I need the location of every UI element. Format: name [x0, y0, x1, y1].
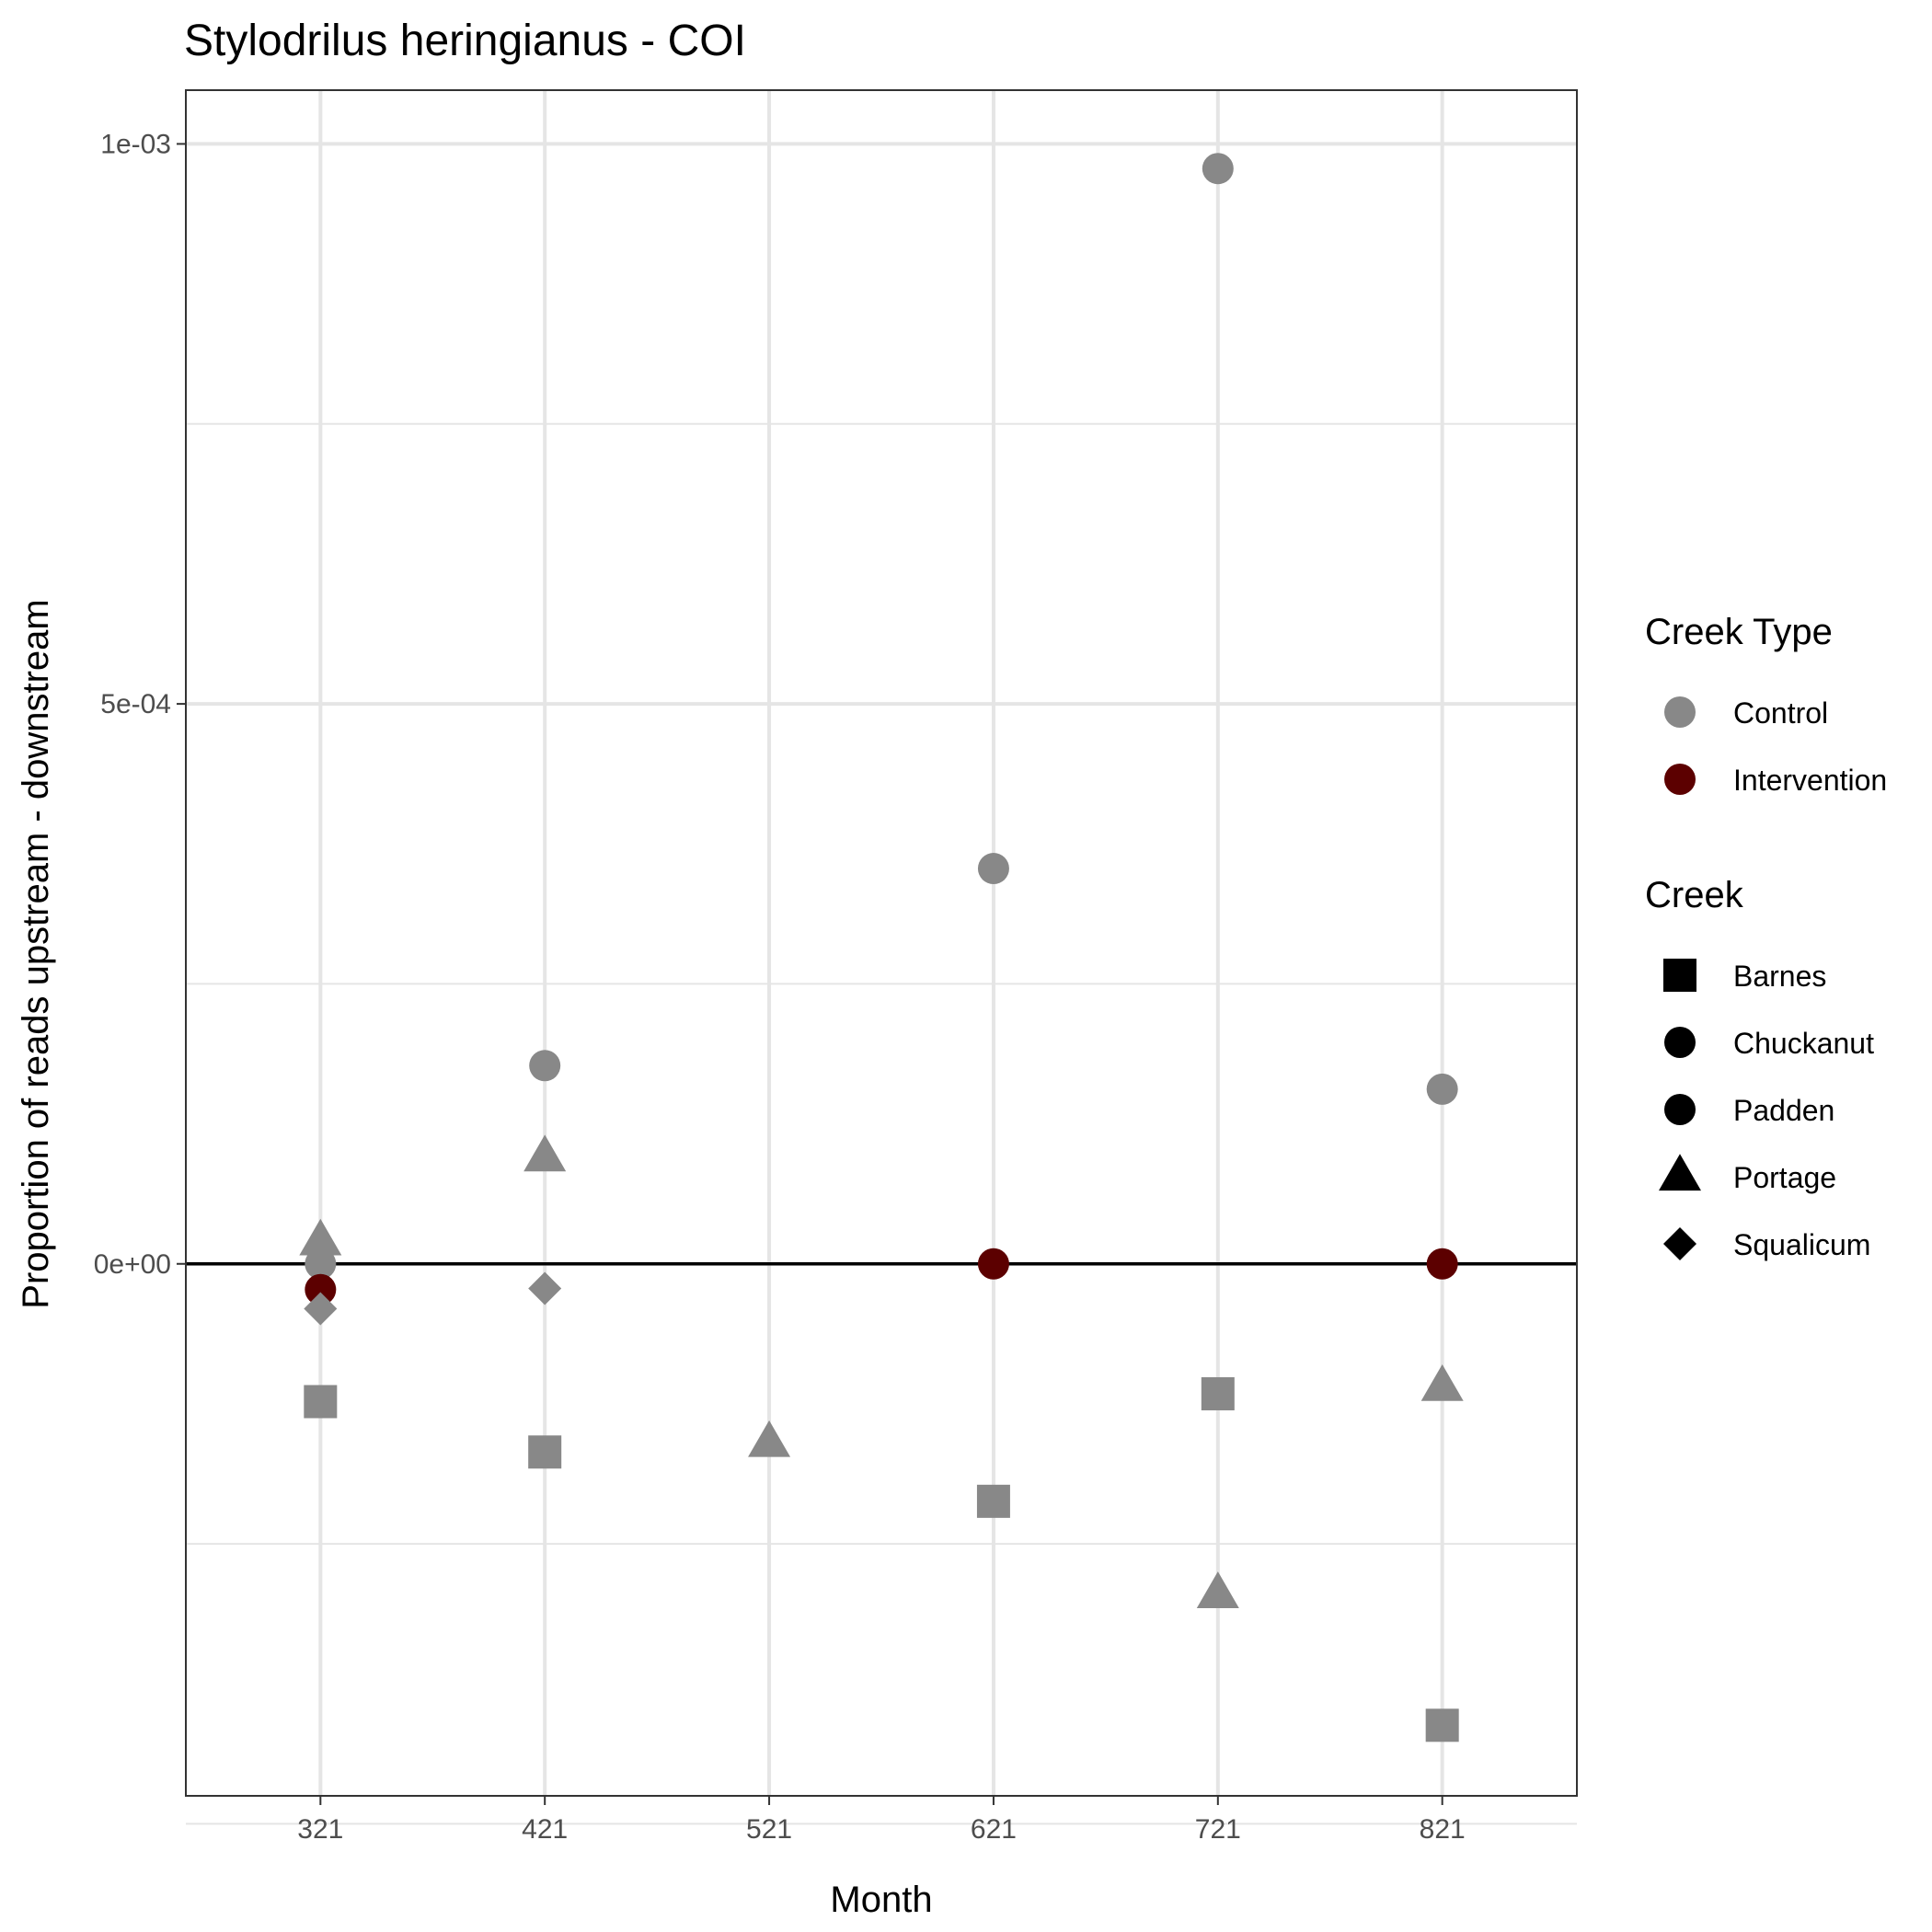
legend-key-circle — [1664, 1094, 1696, 1125]
legend-label: Chuckanut — [1733, 1027, 1874, 1060]
legend-key-triangle — [1659, 1154, 1701, 1191]
data-point-portage-421 — [523, 1134, 567, 1172]
data-point-chuckanut-821 — [1426, 1073, 1458, 1105]
x-axis-title: Month — [830, 1880, 932, 1920]
x-tick-label: 321 — [297, 1814, 343, 1845]
data-point-portage-721 — [1196, 1571, 1239, 1609]
data-point-squalicum-421 — [528, 1271, 562, 1305]
data-point-barnes-721 — [1201, 1376, 1235, 1410]
legend-title: Creek — [1645, 875, 1744, 915]
points-layer — [299, 153, 1464, 1742]
x-tick-label: 421 — [522, 1814, 568, 1845]
legend-label: Portage — [1733, 1161, 1836, 1194]
legend-key-circle — [1664, 764, 1696, 795]
x-tick-label: 521 — [746, 1814, 792, 1845]
data-point-portage-321 — [299, 1218, 342, 1256]
data-point-padden-321 — [305, 1273, 337, 1305]
data-point-chuckanut-621 — [977, 853, 1009, 885]
data-point-barnes-621 — [976, 1484, 1010, 1518]
legend: Creek Type Control Intervention Creek Barnes… — [1645, 612, 1887, 1261]
legend-label: Intervention — [1733, 764, 1887, 797]
legend-group-creek: Creek Barnes Chuckanut Padden Portage Squalic… — [1645, 875, 1874, 1261]
data-point-barnes-421 — [528, 1435, 562, 1469]
legend-item-squalicum: Squalicum — [1663, 1227, 1870, 1261]
legend-label: Control — [1733, 696, 1828, 730]
legend-item-control: Control — [1664, 696, 1828, 730]
y-tick-label: 0e+00 — [94, 1249, 171, 1280]
legend-item-chuckanut: Chuckanut — [1664, 1027, 1874, 1060]
legend-label: Padden — [1733, 1094, 1834, 1127]
legend-label: Squalicum — [1733, 1228, 1870, 1261]
legend-group-creek-type: Creek Type Control Intervention — [1645, 612, 1887, 797]
data-point-padden-621 — [977, 1248, 1009, 1280]
data-point-barnes-321 — [304, 1385, 338, 1419]
y-tick-label: 1e-03 — [100, 129, 171, 159]
legend-item-intervention: Intervention — [1664, 764, 1887, 797]
x-tick-label: 821 — [1420, 1814, 1466, 1845]
legend-key-square — [1663, 959, 1696, 992]
panel-border — [185, 89, 1578, 1797]
data-point-chuckanut-321 — [305, 1248, 337, 1280]
data-point-portage-521 — [748, 1420, 791, 1457]
y-tick-label: 5e-04 — [100, 689, 171, 719]
legend-key-circle — [1664, 696, 1696, 728]
data-point-chuckanut-721 — [1202, 153, 1234, 185]
legend-label: Barnes — [1733, 960, 1826, 993]
x-tick-label: 721 — [1195, 1814, 1241, 1845]
chart-title: Stylodrilus heringianus - COI — [184, 17, 746, 65]
legend-item-padden: Padden — [1664, 1094, 1834, 1127]
legend-item-portage: Portage — [1659, 1154, 1836, 1194]
y-axis-title: Proportion of reads upstream - downstrea… — [16, 599, 56, 1308]
legend-title: Creek Type — [1645, 612, 1833, 652]
data-point-padden-821 — [1426, 1248, 1458, 1280]
legend-item-barnes: Barnes — [1663, 959, 1826, 993]
data-point-chuckanut-421 — [529, 1050, 561, 1082]
legend-key-circle — [1664, 1027, 1696, 1058]
legend-key-diamond — [1663, 1227, 1696, 1260]
axis-layer: 0e+00 5e-04 1e-03 321 421 521 621 721 821 — [94, 129, 1466, 1845]
data-point-squalicum-321 — [304, 1292, 338, 1326]
data-point-barnes-821 — [1425, 1708, 1459, 1742]
x-tick-label: 621 — [971, 1814, 1017, 1845]
data-point-portage-821 — [1420, 1363, 1464, 1401]
